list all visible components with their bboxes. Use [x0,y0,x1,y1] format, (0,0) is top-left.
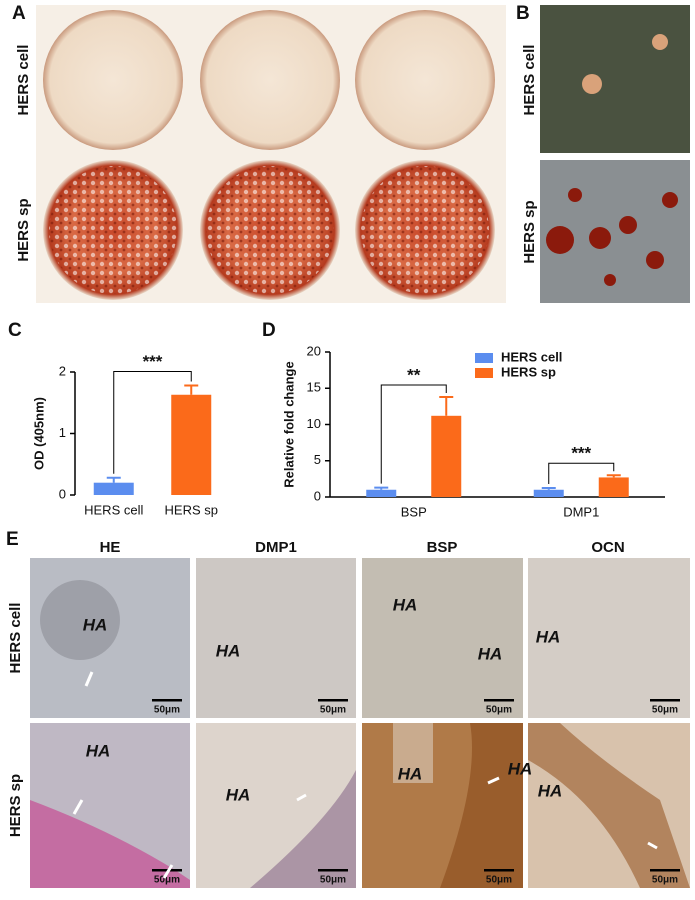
error-bar [541,486,556,490]
significance-bracket [380,384,447,484]
arrow [647,841,658,850]
scale-bar-label: 50μm [652,875,678,886]
legend-swatch [475,353,493,363]
bar [366,489,397,497]
arrow [162,864,174,879]
column-header: HE [100,539,121,556]
scale-bar-label: 50μm [486,875,512,886]
scale-bar-label: 50μm [154,875,180,886]
panel-label: C [8,320,22,341]
wells [43,10,495,300]
scale-bar [152,699,182,702]
bar [93,482,134,495]
error-bar [374,486,389,490]
significance-label: *** [571,444,591,463]
bar [171,394,212,495]
scale-bar [484,699,514,702]
bar [598,477,629,497]
error-bar [606,474,621,478]
ha-label: HA [538,781,563,800]
panel-label: D [262,320,276,341]
panel-label: B [516,3,530,24]
ha-label: HA [478,644,503,663]
x-tick-label: HERS sp [165,502,218,517]
row-label: HERS cell [15,45,32,116]
ha-label: HA [83,615,108,634]
scale-bar [318,699,348,702]
y-tick-label: 0 [59,486,66,501]
legend-label: HERS sp [501,364,556,379]
significance-label: ** [407,365,421,384]
ha-label: HA [216,641,241,660]
significance-bracket [113,371,192,474]
ha-label: HA [398,764,423,783]
arrow [296,793,307,802]
significance-bracket [548,462,615,484]
photo-detail [546,188,678,286]
x-tick-label: BSP [401,504,427,519]
scale-bar-label: 50μm [652,705,678,716]
row-label: HERS cell [521,45,538,116]
row-label: HERS cell [7,603,24,674]
y-tick-label: 10 [307,416,321,431]
legend-label: HERS cell [501,349,562,364]
x-tick-label: DMP1 [563,504,599,519]
ha-label: HA [86,741,111,760]
column-header: DMP1 [255,539,297,556]
y-tick-label: 15 [307,380,321,395]
scale-bar-label: 50μm [486,705,512,716]
scale-bar [318,869,348,872]
scale-bar [484,869,514,872]
scale-bar [650,699,680,702]
scale-bar [152,869,182,872]
y-axis-label: OD (405nm) [31,397,46,470]
y-tick-label: 20 [307,343,321,358]
histology [30,558,690,888]
ha-label: HA [393,595,418,614]
column-header: OCN [591,539,624,556]
y-tick-label: 1 [59,425,66,440]
row-label: HERS sp [7,774,24,837]
arrow [72,799,84,815]
panel-label: A [12,3,26,24]
scale-bar-label: 50μm [320,705,346,716]
row-label: HERS sp [521,200,538,263]
photo [540,5,690,153]
y-tick-label: 2 [59,363,66,378]
error-bar [106,476,121,483]
scale-bar-label: 50μm [320,875,346,886]
ha-label: HA [536,627,561,646]
error-bar [439,395,454,416]
arrow [487,776,500,785]
ha-label: HA [508,759,533,778]
legend-swatch [475,368,493,378]
photo-detail [582,74,602,94]
arrow [84,671,94,687]
photo-detail [652,34,668,50]
significance-label: *** [143,352,163,371]
bar [533,489,564,497]
y-tick-label: 0 [314,488,321,503]
error-bar [184,384,199,395]
y-axis-label: Relative fold change [281,361,296,487]
panel-label: E [6,529,19,550]
row-label: HERS sp [15,198,32,261]
y-tick-label: 5 [314,452,321,467]
scale-bar-label: 50μm [154,705,180,716]
x-tick-label: HERS cell [84,502,143,517]
ha-label: HA [226,785,251,804]
scale-bar [650,869,680,872]
bar [431,415,462,497]
column-header: BSP [427,539,458,556]
